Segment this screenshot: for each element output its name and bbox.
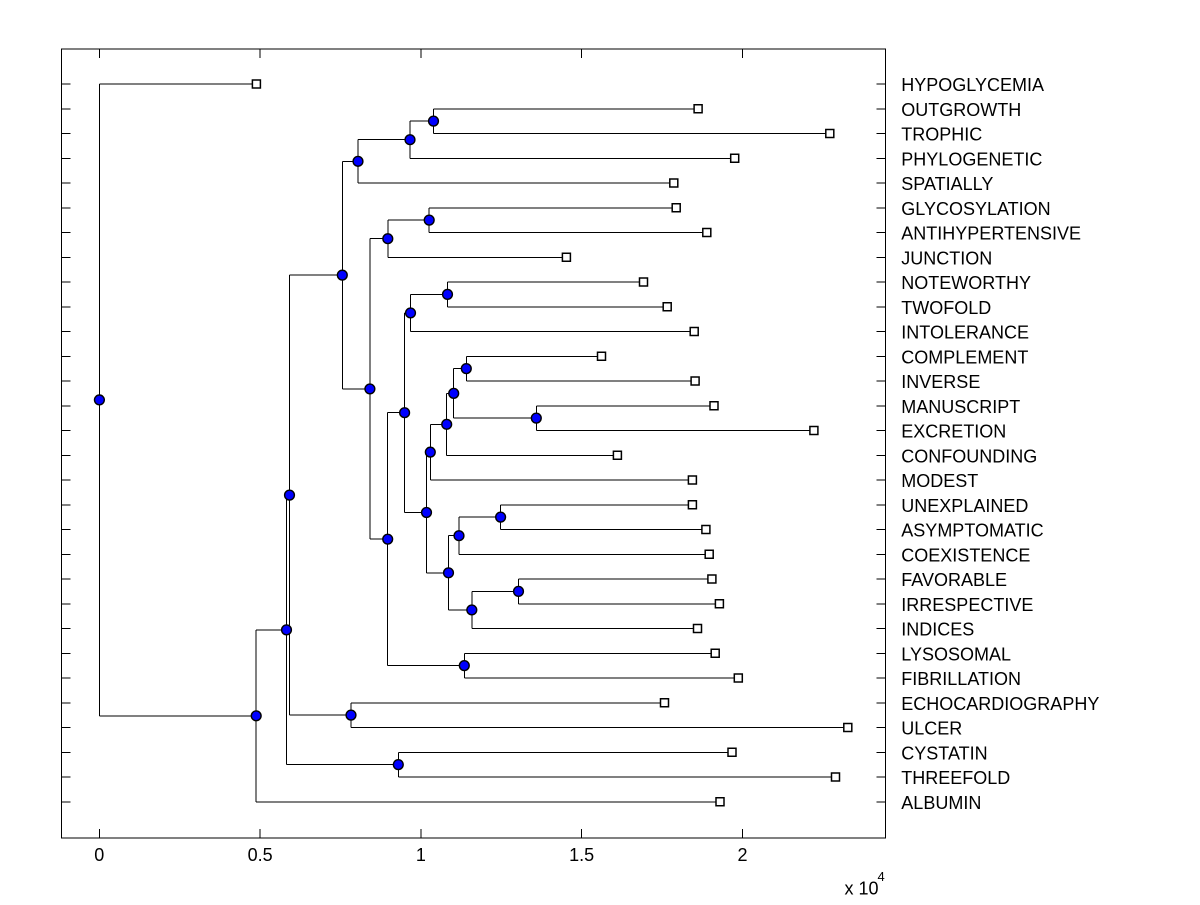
svg-text:HYPOGLYCEMIA: HYPOGLYCEMIA [901,75,1044,95]
svg-text:ANTIHYPERTENSIVE: ANTIHYPERTENSIVE [901,224,1081,244]
svg-text:UNEXPLAINED: UNEXPLAINED [901,496,1028,516]
svg-text:INVERSE: INVERSE [901,372,980,392]
svg-text:ULCER: ULCER [901,719,962,739]
svg-text:SPATIALLY: SPATIALLY [901,174,993,194]
svg-text:FIBRILLATION: FIBRILLATION [901,669,1021,689]
svg-text:x 10: x 10 [845,878,879,898]
svg-text:0.5: 0.5 [248,845,273,865]
svg-text:1.5: 1.5 [569,845,594,865]
svg-text:1: 1 [416,845,426,865]
svg-text:THREEFOLD: THREEFOLD [901,768,1010,788]
svg-text:PHYLOGENETIC: PHYLOGENETIC [901,149,1042,169]
svg-text:JUNCTION: JUNCTION [901,248,992,268]
svg-text:CONFOUNDING: CONFOUNDING [901,446,1037,466]
svg-text:ALBUMIN: ALBUMIN [901,793,981,813]
svg-text:INDICES: INDICES [901,620,974,640]
svg-text:TROPHIC: TROPHIC [901,125,982,145]
svg-text:FAVORABLE: FAVORABLE [901,570,1007,590]
svg-text:COEXISTENCE: COEXISTENCE [901,545,1030,565]
svg-text:OUTGROWTH: OUTGROWTH [901,100,1021,120]
svg-text:LYSOSOMAL: LYSOSOMAL [901,644,1011,664]
svg-text:IRRESPECTIVE: IRRESPECTIVE [901,595,1033,615]
svg-text:NOTEWORTHY: NOTEWORTHY [901,273,1031,293]
svg-text:ASYMPTOMATIC: ASYMPTOMATIC [901,521,1043,541]
svg-text:4: 4 [878,869,885,884]
svg-text:0: 0 [94,845,104,865]
svg-text:CYSTATIN: CYSTATIN [901,743,987,763]
svg-text:MODEST: MODEST [901,471,978,491]
svg-text:COMPLEMENT: COMPLEMENT [901,347,1028,367]
svg-text:2: 2 [737,845,747,865]
svg-text:TWOFOLD: TWOFOLD [901,298,991,318]
svg-text:EXCRETION: EXCRETION [901,422,1006,442]
svg-text:INTOLERANCE: INTOLERANCE [901,323,1029,343]
svg-text:ECHOCARDIOGRAPHY: ECHOCARDIOGRAPHY [901,694,1099,714]
svg-text:GLYCOSYLATION: GLYCOSYLATION [901,199,1050,219]
svg-text:MANUSCRIPT: MANUSCRIPT [901,397,1020,417]
